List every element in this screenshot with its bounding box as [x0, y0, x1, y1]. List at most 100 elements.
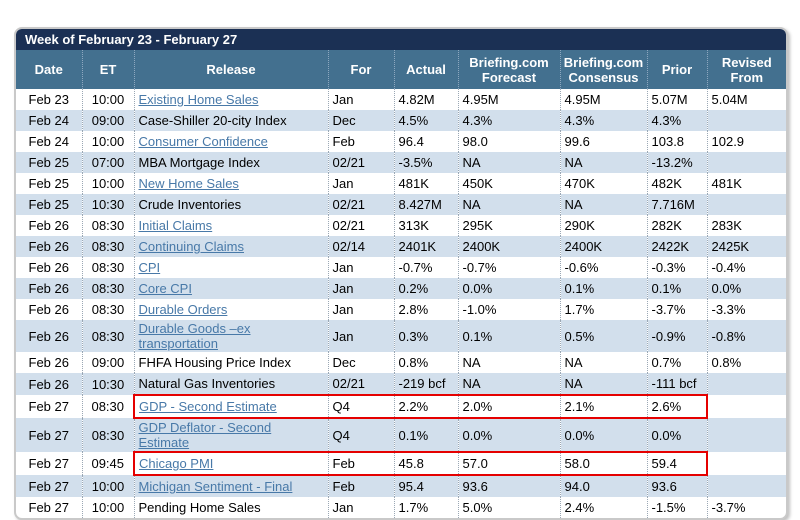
forecast-cell: 0.1% [457, 320, 560, 352]
release-cell: Consumer Confidence [133, 131, 328, 152]
consensus-cell: NA [559, 352, 647, 373]
for-cell: Feb [327, 475, 394, 497]
prior-cell: -0.3% [646, 257, 707, 278]
revised-cell [706, 373, 786, 395]
economic-calendar-table: Date ET Release For Actual Briefing.com … [16, 50, 786, 518]
for-cell: 02/21 [327, 215, 394, 236]
date-cell: Feb 26 [16, 373, 82, 395]
release-link[interactable]: New Home Sales [138, 176, 239, 191]
revised-cell: 5.04M [706, 89, 786, 110]
forecast-cell: NA [457, 373, 560, 395]
column-header-briefing-forecast: Briefing.com Forecast [457, 50, 560, 89]
actual-cell: 2.2% [393, 394, 458, 419]
prior-cell: 0.0% [646, 418, 707, 452]
consensus-cell: 0.0% [559, 418, 647, 452]
forecast-cell: -0.7% [457, 257, 560, 278]
for-cell: Jan [327, 257, 394, 278]
et-cell: 08:30 [81, 278, 134, 299]
highlighted-table-row: Feb 27 09:45 Chicago PMI Feb 45.8 57.0 58.0 59.… [16, 451, 786, 476]
forecast-cell: 4.3% [457, 110, 560, 131]
et-cell: 08:30 [81, 257, 134, 278]
prior-cell: 4.3% [646, 110, 707, 131]
week-title-bar: Week of February 23 - February 27 [16, 29, 786, 50]
column-header-date: Date [16, 50, 82, 89]
release-link[interactable]: Existing Home Sales [138, 92, 259, 107]
release-link[interactable]: GDP - Second Estimate [139, 399, 277, 414]
release-link[interactable]: Durable Goods –ex transportation [138, 321, 251, 351]
revised-cell: 102.9 [706, 131, 786, 152]
release-cell: Existing Home Sales [133, 89, 328, 110]
et-cell: 10:30 [81, 373, 134, 395]
forecast-cell: 57.0 [457, 451, 560, 476]
consensus-cell: NA [559, 373, 647, 395]
prior-cell: 0.7% [646, 352, 707, 373]
forecast-cell: 0.0% [457, 278, 560, 299]
release-text: Pending Home Sales [138, 500, 261, 515]
forecast-cell: 2.0% [457, 394, 560, 419]
et-cell: 08:30 [81, 215, 134, 236]
consensus-cell: 290K [559, 215, 647, 236]
release-cell: Crude Inventories [133, 194, 328, 215]
release-link[interactable]: Continuing Claims [138, 239, 245, 254]
release-cell: FHFA Housing Price Index [133, 352, 328, 373]
release-text: Case-Shiller 20-city Index [138, 113, 287, 128]
release-link[interactable]: Core CPI [138, 281, 192, 296]
et-cell: 09:00 [81, 110, 134, 131]
et-cell: 08:30 [81, 395, 134, 418]
forecast-cell: 450K [457, 173, 560, 194]
revised-cell [706, 110, 786, 131]
release-link[interactable]: CPI [138, 260, 161, 275]
column-header-briefing-consensus: Briefing.com Consensus [559, 50, 647, 89]
revised-cell: -0.8% [706, 320, 786, 352]
table-row: Feb 23 10:00 Existing Home Sales Jan 4.82M 4.… [16, 89, 786, 110]
et-cell: 10:00 [81, 475, 134, 497]
prior-cell: 0.1% [646, 278, 707, 299]
release-link[interactable]: Durable Orders [138, 302, 228, 317]
consensus-cell: NA [559, 152, 647, 173]
release-link[interactable]: GDP Deflator - Second Estimate [138, 420, 272, 450]
revised-cell [706, 475, 786, 497]
actual-cell: 45.8 [393, 451, 458, 476]
release-link[interactable]: Michigan Sentiment - Final [138, 479, 293, 494]
et-cell: 10:00 [81, 89, 134, 110]
release-cell: Core CPI [133, 278, 328, 299]
date-cell: Feb 27 [28, 500, 69, 515]
forecast-cell: NA [457, 352, 560, 373]
prior-cell: 5.07M [646, 89, 707, 110]
actual-cell: 95.4 [393, 475, 458, 497]
release-cell: Case-Shiller 20-city Index [133, 110, 328, 131]
for-cell: Jan [327, 173, 394, 194]
et-cell: 10:00 [81, 497, 134, 518]
consensus-cell: 2.4% [559, 497, 647, 518]
release-link[interactable]: Initial Claims [138, 218, 213, 233]
release-text: MBA Mortgage Index [138, 155, 260, 170]
table-row: Feb 27 10:00 Michigan Sentiment - Final Feb… [16, 475, 786, 497]
consensus-cell: 2400K [559, 236, 647, 257]
forecast-cell: 98.0 [457, 131, 560, 152]
table-row: Feb 25 10:30 Crude Inventories 02/21 8.427M N… [16, 194, 786, 215]
release-link[interactable]: Chicago PMI [139, 456, 214, 471]
release-cell: Michigan Sentiment - Final [133, 475, 328, 497]
forecast-cell: NA [457, 194, 560, 215]
for-cell: Feb [327, 131, 394, 152]
consensus-cell: 4.95M [559, 89, 647, 110]
prior-cell: 103.8 [646, 131, 707, 152]
for-cell: Jan [327, 299, 394, 320]
date-cell: Feb 26 [28, 218, 69, 233]
release-link[interactable]: Consumer Confidence [138, 134, 268, 149]
table-row: Feb 25 07:00 MBA Mortgage Index 02/21 -3.5% N… [16, 152, 786, 173]
prior-cell: -3.7% [646, 299, 707, 320]
for-cell: 02/21 [327, 373, 394, 395]
actual-cell: 0.8% [393, 352, 458, 373]
table-row: Feb 24 10:00 Consumer Confidence Feb 96.4 98.… [16, 131, 786, 152]
consensus-cell: 94.0 [559, 475, 647, 497]
date-cell: Feb 23 [28, 92, 69, 107]
consensus-cell: 0.1% [559, 278, 647, 299]
table-row: Feb 25 10:00 New Home Sales Jan 481K 450K 470K… [16, 173, 786, 194]
actual-cell: 2.8% [393, 299, 458, 320]
table-row: Feb 26 08:30 Initial Claims 02/21 313K 295K 29… [16, 215, 786, 236]
for-cell: 02/21 [327, 152, 394, 173]
release-cell: CPI [133, 257, 328, 278]
column-header-actual: Actual [393, 50, 458, 89]
highlighted-table-row: Feb 27 08:30 GDP - Second Estimate Q4 2.2% 2.… [16, 394, 786, 419]
